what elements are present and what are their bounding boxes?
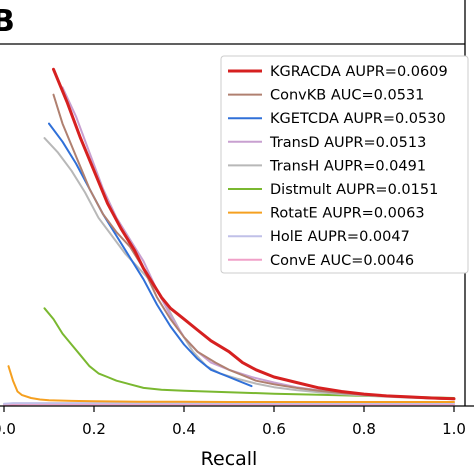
x-ticks: 0.0 0.2 0.4 0.6 0.8 1.0	[0, 406, 466, 438]
x-tick-label: 0.0	[0, 420, 16, 438]
legend-entry: KGRACDA AUPR=0.0609	[270, 64, 448, 80]
legend-entry: RotatE AUPR=0.0063	[270, 206, 425, 222]
legend-entry: Distmult AUPR=0.0151	[270, 182, 438, 198]
x-axis-label: Recall	[201, 448, 258, 470]
x-tick-label: 0.8	[352, 420, 376, 438]
legend-entry: KGETCDA AUPR=0.0530	[270, 111, 446, 127]
series-line	[7, 365, 455, 403]
legend-entry: ConvKB AUC=0.0531	[270, 88, 424, 104]
series-line	[48, 122, 253, 388]
x-tick-label: 1.0	[442, 420, 466, 438]
legend: KGRACDA AUPR=0.0609 ConvKB AUC=0.0531 KGET…	[220, 55, 469, 274]
panel-label: B	[0, 4, 15, 39]
x-tick-label: 0.6	[262, 420, 286, 438]
legend-entry: TransD AUPR=0.0513	[269, 135, 426, 151]
series-lines	[3, 67, 456, 406]
series-line	[3, 402, 455, 405]
x-tick-label: 0.4	[172, 420, 196, 438]
legend-entry: HolE AUPR=0.0047	[270, 229, 410, 245]
legend-box	[220, 55, 469, 274]
x-tick-label: 0.2	[82, 420, 106, 438]
legend-entry: TransH AUPR=0.0491	[269, 158, 426, 174]
legend-entry: ConvE AUC=0.0046	[270, 253, 414, 269]
series-line	[52, 67, 456, 401]
series-line	[43, 307, 455, 399]
